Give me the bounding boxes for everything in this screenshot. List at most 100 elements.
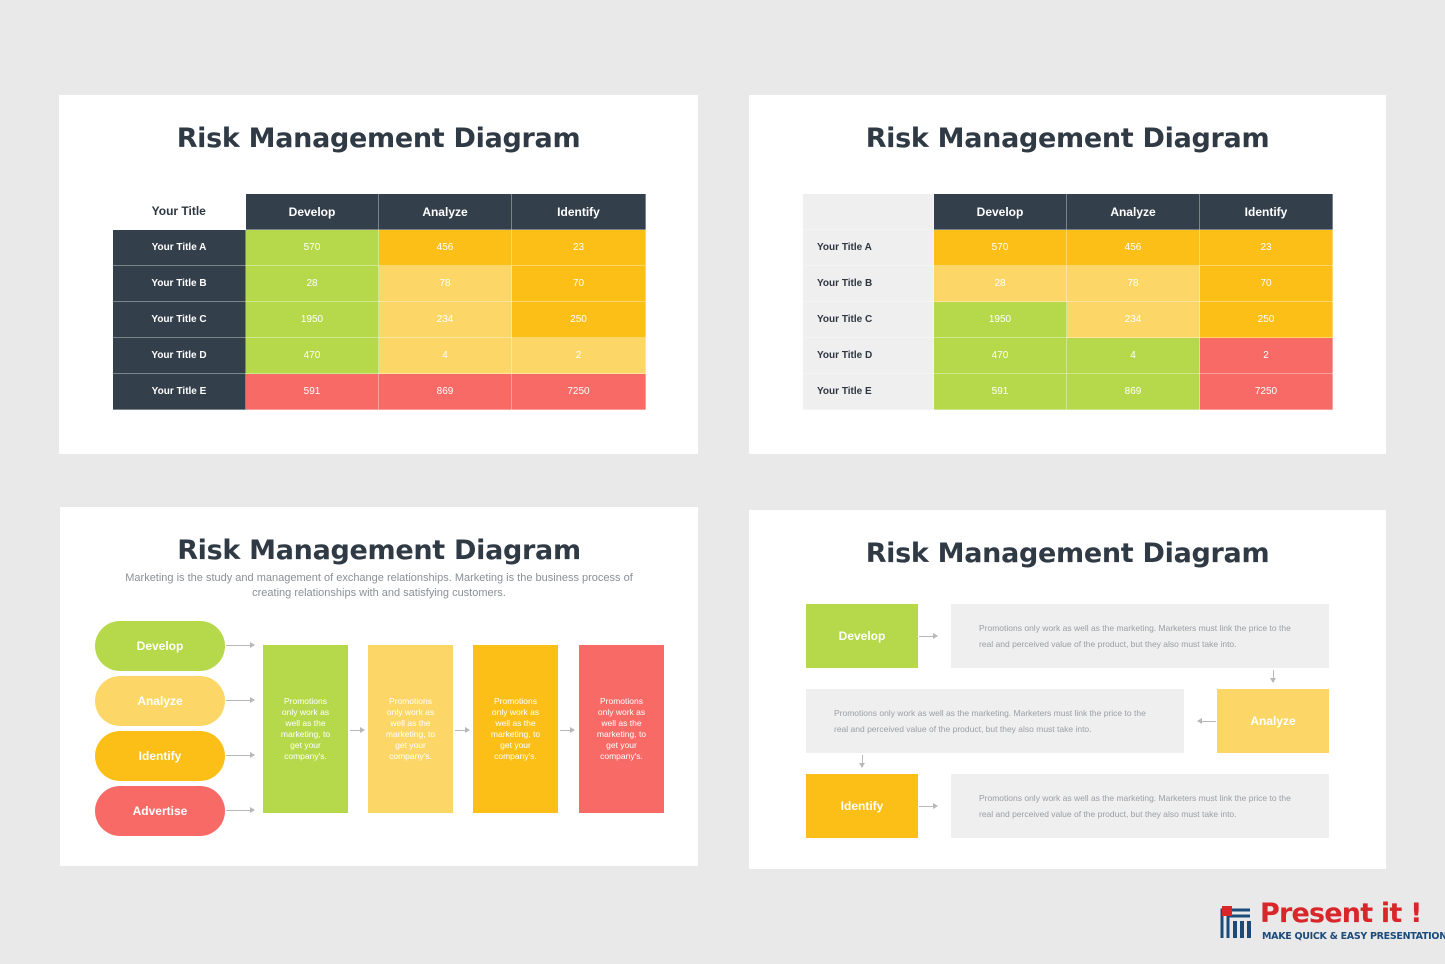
slide-4-title: Risk Management Diagram (865, 538, 1270, 569)
table-cell: 1950 (933, 301, 1067, 338)
step-box-identify: Identify (806, 774, 918, 838)
table-cell: 2 (1199, 337, 1333, 374)
slide-2: Risk Management Diagram Develop Analyze … (749, 95, 1386, 454)
table-cell: 78 (378, 265, 512, 302)
table-row: Your Title E 591 869 7250 (112, 373, 646, 410)
risk-table-1: Your Title Develop Analyze Identify Your… (112, 193, 646, 410)
table-cell: 470 (245, 337, 379, 374)
table-row: Your Title D 470 4 2 (802, 337, 1333, 374)
table-cell: 456 (1066, 229, 1200, 266)
column-header: Identify (1199, 193, 1333, 230)
table-cell: 591 (933, 373, 1067, 410)
table-cell: 23 (511, 229, 646, 266)
table-cell: 70 (1199, 265, 1333, 302)
table-header-row: Develop Analyze Identify (802, 193, 1333, 230)
description-box: Promotions only work as well as the mark… (951, 604, 1329, 668)
slide-3-title: Risk Management Diagram (177, 535, 581, 566)
step-pill-develop: Develop (95, 621, 225, 671)
row-label: Your Title A (802, 229, 934, 266)
risk-table-2: Develop Analyze Identify Your Title A 57… (802, 193, 1333, 410)
table-cell: 234 (1066, 301, 1200, 338)
column-header: Analyze (378, 193, 512, 230)
step-pill-identify: Identify (95, 731, 225, 781)
slide-3-subtitle: Marketing is the study and management of… (125, 572, 633, 599)
logo-name: Present it ! (1260, 898, 1422, 929)
table-row: Your Title A 570 456 23 (112, 229, 646, 266)
row-label: Your Title C (112, 301, 246, 338)
table-cell: 250 (511, 301, 646, 338)
table-cell: 4 (378, 337, 512, 374)
row-label: Your Title D (802, 337, 934, 374)
slide-4: Risk Management Diagram Develop Promotio… (749, 510, 1386, 869)
step-box-develop: Develop (806, 604, 918, 668)
table-cell: 2 (511, 337, 646, 374)
table-row: Your Title B 28 78 70 (112, 265, 646, 302)
table-cell: 1950 (245, 301, 379, 338)
table-row: Your Title E 591 869 7250 (802, 373, 1333, 410)
text-box-green: Promotions only work as well as the mark… (263, 645, 348, 813)
table-cell: 234 (378, 301, 512, 338)
logo-tagline: MAKE QUICK & EASY PRESENTATIONS (1262, 931, 1445, 942)
slide-2-title: Risk Management Diagram (865, 123, 1270, 154)
table-row: Your Title C 1950 234 250 (112, 301, 646, 338)
table-cell: 456 (378, 229, 512, 266)
arrow (1197, 718, 1216, 724)
step-pill-advertise: Advertise (95, 786, 225, 836)
arrow (859, 755, 865, 768)
table-cell: 23 (1199, 229, 1333, 266)
arrow (350, 727, 365, 733)
table-row: Your Title A 570 456 23 (802, 229, 1333, 266)
brand-logo: Present it ! MAKE QUICK & EASY PRESENTAT… (1220, 898, 1445, 948)
description-box: Promotions only work as well as the mark… (951, 774, 1329, 838)
table-cell: 7250 (1199, 373, 1333, 410)
row-label: Your Title B (802, 265, 934, 302)
table-cell: 28 (933, 265, 1067, 302)
arrow (226, 642, 255, 648)
arrow (560, 727, 575, 733)
table-row: Your Title C 1950 234 250 (802, 301, 1333, 338)
table-cell: 250 (1199, 301, 1333, 338)
table-corner-label: Your Title (112, 193, 246, 230)
description-box: Promotions only work as well as the mark… (806, 689, 1184, 753)
row-label: Your Title A (112, 229, 246, 266)
table-cell: 28 (245, 265, 379, 302)
table-row: Your Title B 28 78 70 (802, 265, 1333, 302)
arrow (226, 807, 255, 813)
arrow (919, 633, 938, 639)
row-label: Your Title C (802, 301, 934, 338)
table-corner (802, 193, 934, 230)
step-box-analyze: Analyze (1217, 689, 1329, 753)
table-cell: 78 (1066, 265, 1200, 302)
column-header: Identify (511, 193, 646, 230)
arrow (226, 752, 255, 758)
step-pill-analyze: Analyze (95, 676, 225, 726)
table-cell: 70 (511, 265, 646, 302)
table-cell: 570 (933, 229, 1067, 266)
row-label: Your Title E (112, 373, 246, 410)
text-box-red: Promotions only work as well as the mark… (579, 645, 664, 813)
slide-1: Risk Management Diagram Your Title Devel… (59, 95, 698, 454)
table-cell: 869 (378, 373, 512, 410)
text-box-light-yellow: Promotions only work as well as the mark… (368, 645, 453, 813)
arrow (919, 803, 938, 809)
logo-mark-icon (1220, 906, 1251, 938)
table-cell: 470 (933, 337, 1067, 374)
column-header: Develop (245, 193, 379, 230)
arrow (226, 697, 255, 703)
table-cell: 869 (1066, 373, 1200, 410)
table-cell: 591 (245, 373, 379, 410)
table-row: Your Title D 470 4 2 (112, 337, 646, 374)
slide-1-title: Risk Management Diagram (176, 123, 581, 154)
row-label: Your Title B (112, 265, 246, 302)
row-label: Your Title E (802, 373, 934, 410)
table-header-row: Your Title Develop Analyze Identify (112, 193, 646, 230)
column-header: Analyze (1066, 193, 1200, 230)
arrow (1270, 670, 1276, 683)
slide-3: Risk Management Diagram Marketing is the… (60, 507, 698, 866)
text-box-yellow: Promotions only work as well as the mark… (473, 645, 558, 813)
column-header: Develop (933, 193, 1067, 230)
table-cell: 4 (1066, 337, 1200, 374)
table-cell: 7250 (511, 373, 646, 410)
table-cell: 570 (245, 229, 379, 266)
row-label: Your Title D (112, 337, 246, 374)
